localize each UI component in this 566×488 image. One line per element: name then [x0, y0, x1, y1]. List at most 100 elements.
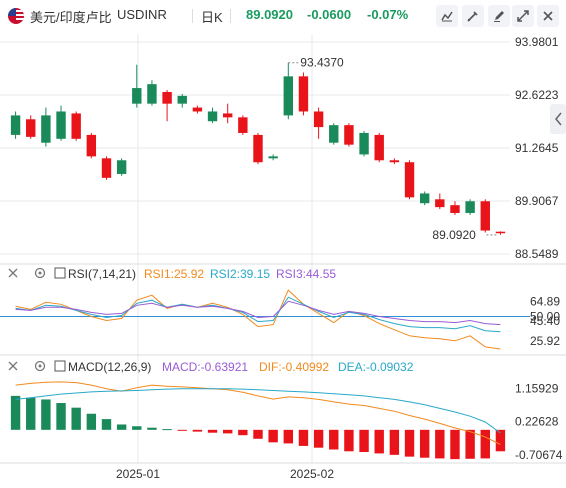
macd-bar: [207, 429, 218, 433]
symbol-code[interactable]: USDINR: [117, 7, 167, 22]
rsi-toggle-icon[interactable]: [54, 267, 66, 279]
symbol-name[interactable]: 美元/印度卢比: [30, 10, 112, 25]
candle-body: [162, 91, 172, 104]
candle-body: [404, 162, 415, 198]
dea-value: DEA:-0.09032: [338, 360, 414, 374]
close-icon[interactable]: [537, 5, 559, 27]
candle-body: [71, 113, 81, 139]
rsi1-line: [15, 289, 501, 350]
macd-close-icon[interactable]: [8, 361, 18, 371]
candle-body: [177, 95, 187, 104]
macd-bar: [359, 429, 369, 452]
high-annotation: 93.4370: [288, 56, 344, 70]
candle-body: [465, 201, 475, 213]
macd-label: MACD(12,26,9): [68, 360, 151, 374]
draw-tool-icon[interactable]: [462, 5, 484, 27]
macd-bar: [253, 429, 263, 439]
macd-bar: [344, 429, 354, 452]
candle-body: [480, 201, 490, 231]
rsi3-line: [15, 300, 501, 326]
candle-body: [344, 125, 354, 145]
macd-bar: [389, 429, 400, 455]
last-annotation: 89.0920: [432, 228, 497, 242]
candle-body: [238, 117, 248, 133]
rsi-tick-label: 50.00: [530, 309, 560, 323]
candle-body: [298, 76, 309, 112]
macd-toggle-icon[interactable]: [54, 360, 66, 372]
macd-bar: [404, 429, 415, 457]
macd-bar: [192, 429, 203, 432]
rsi-settings-icon[interactable]: [34, 267, 46, 279]
expand-icon[interactable]: [512, 5, 534, 27]
macd-bar: [238, 429, 248, 436]
macd-bar: [56, 403, 66, 430]
macd-bar: [495, 429, 506, 452]
rsi-header: RSI(7,14,21) RSI1:25.92 RSI2:39.15 RSI3:…: [8, 267, 336, 281]
price-tick-label: 92.6223: [515, 88, 559, 102]
chart-grid: [0, 34, 510, 463]
candle-body: [132, 88, 142, 104]
time-axis: 2025-01 2025-02: [116, 467, 334, 481]
current-price: 89.0920: [246, 7, 293, 22]
macd-bar: [268, 429, 278, 443]
price-tick-label: 91.2645: [515, 141, 559, 155]
price-tick-label: 88.5489: [515, 247, 559, 261]
macd-bar: [101, 419, 112, 430]
candle-body: [207, 111, 218, 122]
macd-bar: [223, 429, 233, 434]
macd-bar: [86, 413, 97, 430]
dif-value: DIF:-0.40992: [259, 360, 329, 374]
macd-bar: [374, 429, 384, 454]
candle-body: [329, 125, 339, 143]
candle-body: [435, 199, 445, 208]
header-divider-2: [230, 9, 231, 23]
macd-bar: [116, 424, 127, 430]
macd-tick-label: 0.22628: [515, 415, 559, 429]
macd-bar: [71, 407, 81, 430]
macd-bar: [26, 397, 36, 430]
header-divider: [192, 9, 193, 23]
candle-body: [116, 160, 127, 174]
indicator-icon[interactable]: [436, 5, 458, 27]
price-axis: 93.9801 92.6223 91.2645 89.9067 88.5489: [515, 35, 559, 261]
rsi3-value: RSI3:44.55: [276, 267, 336, 281]
macd-bar: [313, 429, 324, 448]
macd-bar: [419, 429, 430, 458]
high-label: 93.4370: [300, 56, 344, 70]
macd-tick-label: -0.70674: [515, 448, 563, 462]
macd-tick-label: 1.15929: [515, 381, 559, 395]
candle-body: [41, 115, 51, 143]
chart-header: 美元/印度卢比 USDINR 日K 89.0920 -0.0600 -0.07%: [0, 0, 566, 32]
candle-body: [389, 160, 400, 163]
us-flag-icon: [8, 8, 24, 24]
period-selector[interactable]: 日K: [201, 10, 223, 25]
macd-bar: [435, 429, 445, 459]
rsi-series: [15, 289, 501, 350]
candle-body: [26, 119, 36, 137]
candle-body: [419, 193, 430, 204]
macd-value: MACD:-0.63921: [162, 360, 248, 374]
macd-bar: [147, 427, 157, 430]
candle-body: [359, 132, 369, 155]
time-tick-label: 2025-01: [116, 467, 160, 481]
macd-bar: [329, 429, 339, 450]
rsi-label: RSI(7,14,21): [68, 267, 136, 281]
candle-body: [101, 158, 112, 178]
candle-body: [223, 113, 233, 118]
price-change: -0.0600: [307, 7, 352, 22]
pen-icon[interactable]: [488, 5, 510, 27]
rsi-close-icon[interactable]: [8, 268, 18, 278]
candle-body: [253, 134, 263, 163]
candle-body: [283, 76, 293, 116]
macd-bar: [283, 429, 293, 444]
rsi-tick-label: 45.40: [530, 314, 560, 328]
dif-line: [15, 381, 501, 445]
price-change-pct: -0.07%: [367, 7, 409, 22]
macd-series: [15, 381, 501, 445]
macd-settings-icon[interactable]: [34, 360, 46, 372]
collapse-arrow-icon[interactable]: [550, 104, 566, 134]
last-price-label: 89.0920: [432, 228, 476, 242]
dea-line: [15, 388, 501, 434]
